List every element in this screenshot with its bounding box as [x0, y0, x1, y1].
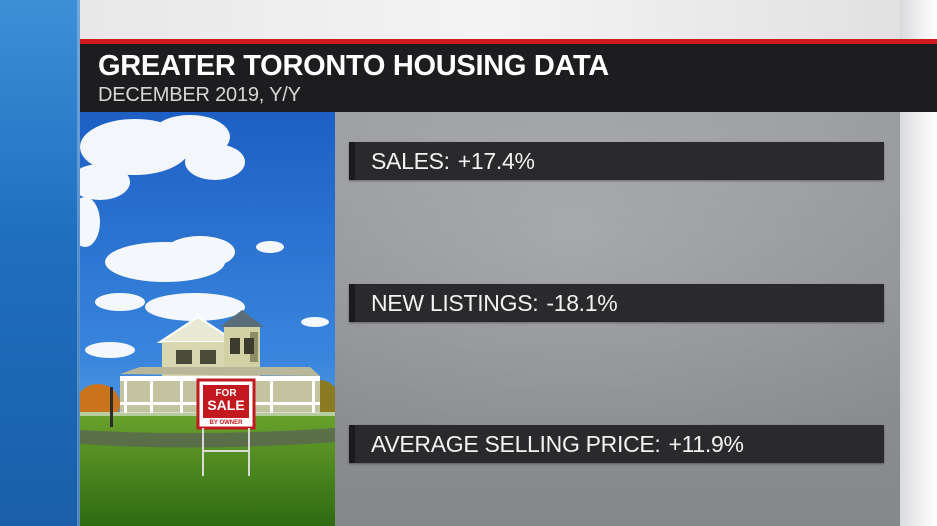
page-subtitle: DECEMBER 2019, Y/Y: [98, 84, 301, 106]
stat-value-average-selling-price: +11.9%: [668, 431, 744, 457]
sign-text-sale: SALE: [207, 397, 244, 413]
stat-label-average-selling-price: AVERAGE SELLING PRICE:: [371, 431, 661, 457]
header-accent-rule: [80, 39, 937, 44]
stat-bar-average-selling-price: AVERAGE SELLING PRICE: +11.9%: [349, 425, 884, 463]
stat-value-sales: +17.4%: [457, 148, 535, 174]
page-title: GREATER TORONTO HOUSING DATA: [98, 50, 609, 82]
sign-text-for: FOR: [215, 388, 237, 399]
left-blue-strip: [0, 0, 80, 526]
sign-text-by-owner: BY OWNER: [210, 420, 244, 426]
stat-label-sales: SALES:: [371, 148, 450, 174]
stat-bar-new-listings: NEW LISTINGS: -18.1%: [349, 284, 884, 322]
top-background: [80, 0, 900, 40]
stat-label-new-listings: NEW LISTINGS:: [371, 290, 539, 316]
title-bar: GREATER TORONTO HOUSING DATA DECEMBER 20…: [80, 44, 937, 112]
stat-value-new-listings: -18.1%: [546, 290, 618, 316]
house-for-sale-photo: FOR SALE BY OWNER: [80, 112, 335, 526]
stat-bar-sales: SALES: +17.4%: [349, 142, 884, 180]
